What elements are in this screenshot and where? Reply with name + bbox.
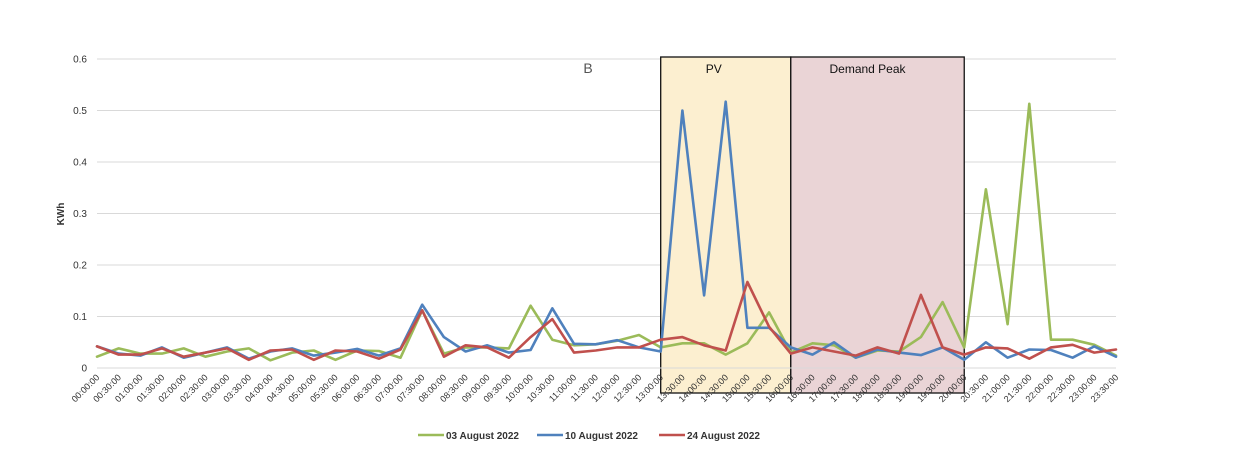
annotation-label: Demand Peak bbox=[829, 62, 906, 76]
series-lines bbox=[95, 100, 1118, 362]
legend: 03 August 2022 10 August 2022 24 August 20… bbox=[418, 431, 760, 442]
annotation-label: PV bbox=[706, 62, 722, 76]
y-tick-label: 0.6 bbox=[73, 55, 87, 66]
annotation-band bbox=[790, 56, 965, 394]
legend-label: 10 August 2022 bbox=[565, 431, 638, 442]
y-tick-label: 0 bbox=[81, 364, 87, 375]
y-tick-label: 0.1 bbox=[73, 312, 87, 323]
labels: PV Demand Peak B bbox=[583, 60, 906, 76]
legend-label: 24 August 2022 bbox=[687, 431, 760, 442]
y-tick-label: 0.2 bbox=[73, 261, 87, 272]
series-line bbox=[95, 280, 1118, 362]
panel-label: B bbox=[583, 60, 592, 76]
y-tick-label: 0.4 bbox=[73, 158, 87, 169]
y-axis-title: KWh bbox=[56, 203, 67, 226]
y-tick-label: 0.5 bbox=[73, 106, 87, 117]
legend-label: 03 August 2022 bbox=[446, 431, 519, 442]
y-tick-label: 0.3 bbox=[73, 209, 87, 220]
